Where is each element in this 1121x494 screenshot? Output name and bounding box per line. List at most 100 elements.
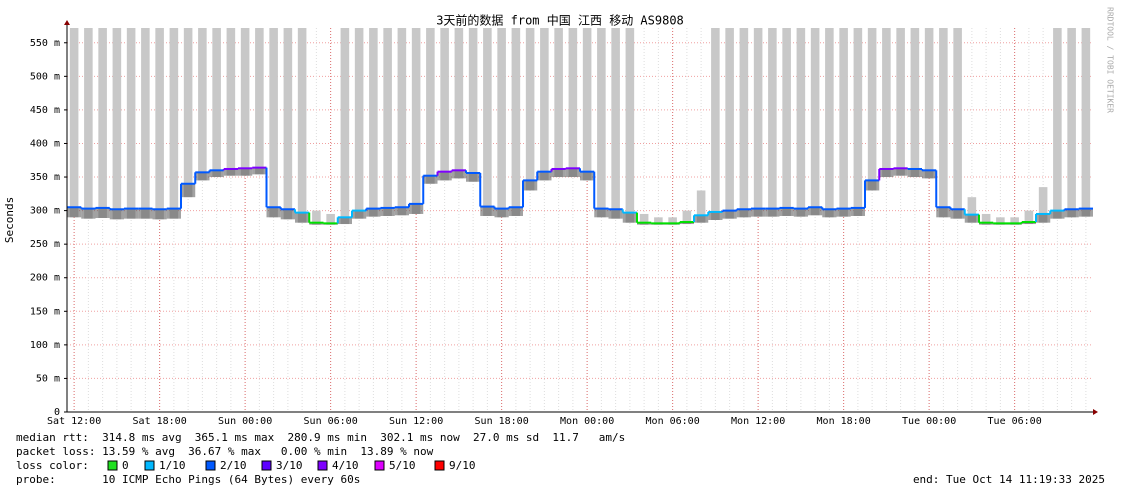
- smoke-core: [1078, 208, 1093, 217]
- smoke-range: [511, 28, 521, 216]
- smoke-core: [252, 167, 267, 175]
- smoke-core: [936, 207, 951, 218]
- smoke-core: [209, 170, 224, 178]
- smoke-core: [751, 208, 766, 217]
- smoke-core: [494, 208, 509, 218]
- smoke-range: [896, 28, 905, 176]
- smoke-range: [867, 28, 877, 191]
- smoke-core: [352, 210, 367, 219]
- smoke-core: [622, 212, 637, 223]
- smoke-core: [223, 168, 238, 176]
- packet-loss: packet loss: 13.59 % avg 36.67 % max 0.0…: [16, 445, 434, 458]
- smoke-range: [497, 28, 506, 218]
- legend-swatch: [107, 460, 118, 471]
- smoke-range: [882, 28, 891, 178]
- legend-label: 3/10: [276, 459, 303, 472]
- smoke-core: [466, 173, 481, 182]
- legend-label: 4/10: [332, 459, 359, 472]
- smoke-range: [426, 28, 435, 184]
- smoke-core: [722, 210, 737, 219]
- x-tick-label: Sat 18:00: [133, 416, 187, 427]
- y-tick-label: 100 m: [30, 340, 60, 351]
- smoke-range: [924, 28, 934, 179]
- smoke-range: [369, 28, 378, 217]
- smoke-range: [354, 28, 364, 219]
- smoke-range: [112, 28, 122, 220]
- smoke-core: [565, 168, 580, 178]
- smoke-core: [409, 203, 424, 214]
- smoke-range: [397, 28, 407, 216]
- smoke-range: [825, 28, 834, 218]
- smoke-range: [1038, 187, 1048, 223]
- y-tick-label: 400 m: [30, 138, 60, 149]
- smoke-core: [124, 208, 139, 219]
- x-tick-label: Mon 06:00: [646, 416, 700, 427]
- smoke-range: [853, 28, 863, 216]
- smoke-core: [765, 208, 780, 217]
- smoke-range: [540, 28, 549, 181]
- smoke-range: [753, 28, 763, 217]
- chart-title: 3天前的数据 from 中国 江西 移动 AS9808: [436, 13, 684, 28]
- smoke-core: [893, 168, 908, 176]
- legend-label: 5/10: [389, 459, 416, 472]
- smoke-range: [155, 28, 164, 220]
- smoke-core: [195, 172, 210, 181]
- smoke-range: [283, 28, 293, 220]
- y-tick-label: 500 m: [30, 71, 60, 82]
- smoke-range: [212, 28, 221, 178]
- y-tick-label: 300 m: [30, 206, 60, 217]
- y-tick-label: 550 m: [30, 38, 60, 49]
- smoke-core: [95, 207, 110, 218]
- smoke-range: [98, 28, 107, 218]
- smoke-core: [637, 222, 652, 225]
- smoke-core: [1050, 210, 1065, 219]
- smoke-core: [266, 207, 281, 218]
- smoke-range: [141, 28, 150, 219]
- smoke-core: [694, 215, 709, 223]
- smoke-range: [981, 213, 991, 225]
- smoke-range: [468, 28, 478, 182]
- smoke-range: [240, 28, 250, 176]
- smoke-range: [525, 28, 535, 191]
- smoke-range: [939, 28, 948, 218]
- smoke-core: [480, 206, 495, 216]
- end-time: end: Tue Oct 14 11:19:33 2025: [913, 473, 1105, 486]
- smoke-range: [639, 213, 649, 225]
- smoke-range: [782, 28, 791, 216]
- smoke-range: [454, 28, 464, 179]
- smoke-core: [394, 207, 409, 216]
- x-tick-label: Sun 06:00: [304, 416, 358, 427]
- smoke-core: [907, 168, 922, 178]
- smoke-range: [967, 197, 977, 223]
- smoke-range: [383, 28, 392, 216]
- smoke-core: [822, 209, 837, 218]
- smoke-core: [423, 175, 438, 184]
- smoke-core: [836, 208, 851, 217]
- y-tick-label: 450 m: [30, 105, 60, 116]
- smoke-core: [865, 180, 880, 191]
- smoke-range: [69, 28, 79, 218]
- smoke-range: [953, 28, 962, 219]
- smoke-core: [380, 207, 395, 216]
- legend-label: 9/10: [449, 459, 476, 472]
- smoke-range: [411, 28, 421, 214]
- smoke-range: [668, 217, 677, 225]
- smoke-core: [437, 171, 452, 181]
- smoke-core: [309, 222, 324, 225]
- smoke-core: [850, 207, 865, 216]
- smoke-core: [879, 168, 894, 178]
- x-tick-label: Mon 12:00: [731, 416, 785, 427]
- smoke-range: [326, 213, 335, 225]
- legend-label: 0: [122, 459, 129, 472]
- smoke-core: [1036, 213, 1051, 223]
- legend-label: 1/10: [159, 459, 186, 472]
- smoke-range: [796, 28, 806, 217]
- smoke-range: [269, 28, 278, 218]
- smoke-range: [996, 217, 1005, 225]
- y-axis-label: Seconds: [3, 197, 16, 243]
- smoke-range: [725, 28, 734, 219]
- smoke-range: [739, 28, 749, 218]
- smoke-core: [551, 168, 566, 178]
- legend-swatch: [144, 460, 155, 471]
